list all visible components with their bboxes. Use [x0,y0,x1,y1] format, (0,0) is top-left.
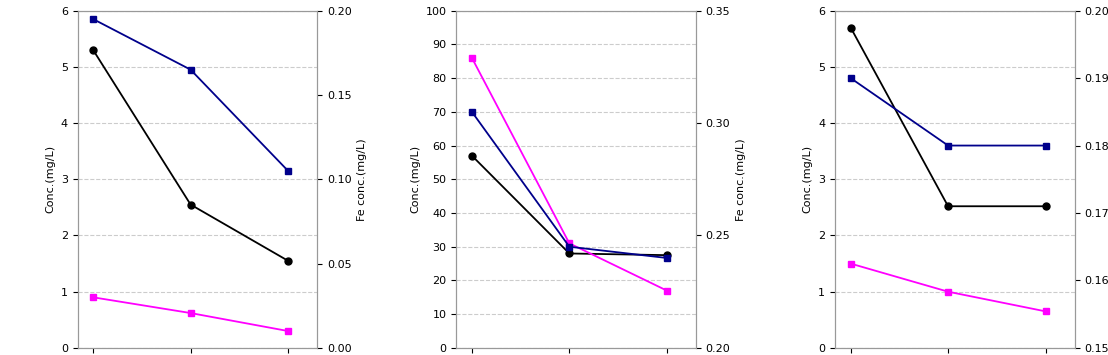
KMnO4소비량 [86,48,100,52]
Fe [942,143,955,148]
Fe [465,110,479,114]
Y-axis label: Fe conc.(mg/L): Fe conc.(mg/L) [357,138,367,220]
Line: Fe: Fe [90,16,291,174]
KMnO4소비량 [1039,204,1053,208]
KMnO4소비량 [563,251,576,256]
Line: KMnO4소비량: KMnO4소비량 [848,24,1049,210]
Y-axis label: Fe conc.(mg/L): Fe conc.(mg/L) [736,138,746,220]
Line: KMnO4소비량: KMnO4소비량 [469,152,670,259]
KMnO4소비량 [184,202,197,207]
Turbidity [1039,309,1053,313]
Line: Turbidity: Turbidity [848,260,1049,315]
Turbidity [563,241,576,246]
Y-axis label: Conc.(mg/L): Conc.(mg/L) [410,145,420,213]
Fe [281,169,295,173]
Turbidity [942,290,955,294]
Fe [86,17,100,21]
Line: Turbidity: Turbidity [90,294,291,334]
Turbidity [281,329,295,333]
KMnO4소비량 [465,153,479,158]
Line: Fe: Fe [848,75,1049,149]
Fe [660,256,674,260]
Fe [563,245,576,249]
KMnO4소비량 [660,253,674,257]
KMnO4소비량 [942,204,955,208]
Turbidity [465,56,479,60]
KMnO4소비량 [844,26,858,30]
Turbidity [86,295,100,300]
Line: Fe: Fe [469,108,670,261]
Line: KMnO4소비량: KMnO4소비량 [90,47,291,264]
KMnO4소비량 [281,259,295,263]
Fe [844,76,858,80]
Fe [184,67,197,72]
Turbidity [660,288,674,293]
Y-axis label: Conc.(mg/L): Conc.(mg/L) [802,145,812,213]
Line: Turbidity: Turbidity [469,54,670,294]
Turbidity [184,311,197,315]
Turbidity [844,261,858,266]
Y-axis label: Conc.(mg/L): Conc.(mg/L) [45,145,55,213]
Fe [1039,143,1053,148]
